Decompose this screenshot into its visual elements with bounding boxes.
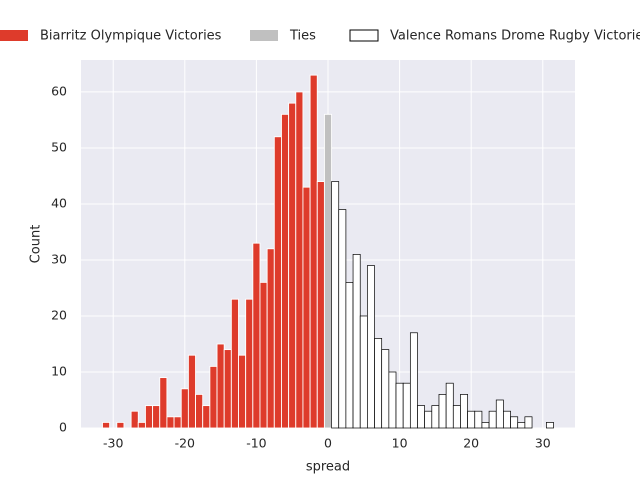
bar: [302, 186, 311, 429]
bar: [209, 365, 218, 429]
bar: [467, 410, 476, 429]
bar: [374, 338, 383, 429]
bar: [409, 332, 418, 429]
bar: [452, 405, 461, 429]
y-tick-label: 20: [51, 307, 67, 322]
bar: [130, 410, 139, 429]
bar: [338, 209, 347, 429]
bar: [273, 136, 282, 429]
bar: [474, 410, 483, 429]
x-axis-label: spread: [306, 460, 350, 475]
legend-swatch: [0, 30, 28, 41]
bar: [238, 354, 247, 429]
bar: [546, 422, 554, 429]
bar: [230, 298, 239, 429]
bar: [517, 422, 526, 429]
y-tick-label: 0: [59, 420, 67, 435]
bar: [166, 416, 175, 429]
bar: [266, 248, 275, 429]
bar: [259, 281, 268, 429]
bar: [481, 422, 490, 429]
bar: [116, 421, 125, 429]
bar: [488, 410, 497, 429]
y-axis-label: Count: [29, 225, 44, 264]
legend-label: Valence Romans Drome Rugby Victories: [390, 29, 640, 44]
bar: [295, 91, 304, 429]
bar: [331, 181, 340, 429]
bar: [195, 393, 204, 429]
legend-label: Ties: [289, 29, 316, 44]
bar: [252, 242, 261, 429]
bar: [159, 377, 168, 429]
bar: [431, 405, 440, 429]
bar: [309, 74, 318, 429]
bar: [503, 410, 511, 429]
legend-label: Biarritz Olympique Victories: [40, 29, 222, 44]
bar: [445, 382, 454, 429]
bar: [510, 416, 519, 429]
y-tick-label: 60: [51, 83, 67, 98]
y-tick-label: 30: [51, 251, 67, 266]
bar: [316, 181, 325, 429]
bar: [460, 394, 468, 429]
bar: [424, 410, 433, 429]
bar: [388, 371, 397, 429]
y-tick-label: 10: [51, 363, 67, 378]
y-tick-label: 40: [51, 195, 67, 210]
bar: [495, 399, 504, 429]
bar: [345, 282, 354, 429]
x-tick-label: -30: [103, 436, 123, 451]
bar: [438, 394, 447, 429]
bar: [137, 421, 146, 429]
bar: [524, 416, 533, 429]
bar: [152, 405, 161, 429]
bar: [187, 354, 197, 429]
bar: [245, 298, 254, 429]
bar: [223, 349, 232, 429]
bar: [288, 102, 297, 429]
bar: [359, 315, 368, 429]
legend-swatch: [349, 29, 379, 42]
bar: [102, 421, 111, 429]
bar: [144, 405, 154, 429]
bar: [367, 265, 375, 429]
x-tick-label: 0: [324, 436, 332, 451]
y-tick-label: 50: [51, 139, 67, 154]
x-tick-label: -10: [246, 436, 266, 451]
x-tick-label: -20: [175, 436, 195, 451]
bar: [395, 382, 404, 429]
bar: [323, 113, 333, 429]
bar: [202, 405, 211, 429]
bar: [402, 382, 411, 429]
x-tick-label: 20: [463, 436, 479, 451]
x-tick-label: 10: [392, 436, 408, 451]
bar: [180, 388, 189, 429]
bar: [216, 343, 225, 429]
bar: [281, 113, 290, 429]
bar: [173, 416, 182, 429]
x-tick-label: 30: [535, 436, 551, 451]
bar: [381, 349, 390, 429]
bar: [352, 254, 361, 429]
legend-swatch: [250, 30, 278, 41]
bar: [417, 405, 426, 429]
